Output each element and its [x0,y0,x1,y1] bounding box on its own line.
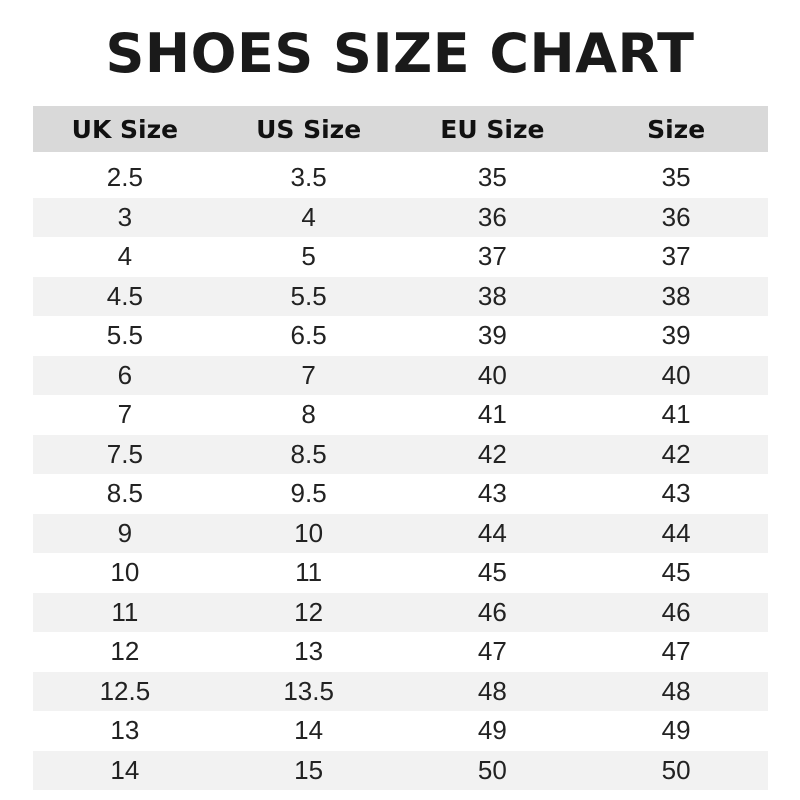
table-cell: 4 [33,237,217,277]
table-cell: 37 [400,237,585,277]
table-cell: 35 [400,152,585,198]
table-cell: 13 [216,632,401,672]
table-cell: 43 [400,474,585,514]
table-cell: 4.5 [33,276,217,316]
table-cell: 11 [216,553,401,593]
table-cell: 38 [400,276,585,316]
table-row: 2.5 3.5 35 35 [33,152,768,198]
table-row: 14 15 50 50 [33,750,768,790]
table-cell: 36 [584,197,768,237]
table-cell: 44 [584,513,768,553]
table-row: 12.5 13.5 48 48 [33,671,768,711]
table-row: 12 13 47 47 [33,632,768,672]
table-cell: 15 [216,750,401,790]
table-cell: 6.5 [216,316,401,356]
table-cell: 3 [33,197,217,237]
column-header-uk: UK Size [33,106,217,152]
table-cell: 12 [216,592,401,632]
table-cell: 8 [216,395,401,435]
table-cell: 48 [584,671,768,711]
column-header-eu: EU Size [400,106,585,152]
table-cell: 9.5 [216,474,401,514]
table-cell: 2.5 [33,152,217,198]
column-header-size: Size [584,106,768,152]
table-cell: 8.5 [216,434,401,474]
table-cell: 13 [33,711,217,751]
table-row: 6 7 40 40 [33,355,768,395]
table-cell: 37 [584,237,768,277]
table-cell: 50 [400,750,585,790]
table-cell: 38 [584,276,768,316]
table-row: 13 14 49 49 [33,711,768,751]
table-cell: 43 [584,474,768,514]
table-cell: 46 [584,592,768,632]
table-row: 3 4 36 36 [33,197,768,237]
table-row: 9 10 44 44 [33,513,768,553]
table-row: 7 8 41 41 [33,395,768,435]
table-cell: 5.5 [216,276,401,316]
table-cell: 6 [33,355,217,395]
column-header-us: US Size [216,106,401,152]
table-cell: 49 [584,711,768,751]
table-cell: 49 [400,711,585,751]
table-cell: 14 [216,711,401,751]
table-cell: 5.5 [33,316,217,356]
table-row: 4 5 37 37 [33,237,768,277]
size-table: UK Size US Size EU Size Size 2.5 3.5 35 35 3… [33,106,768,790]
table-cell: 40 [400,355,585,395]
table-cell: 10 [33,553,217,593]
table-cell: 7 [33,395,217,435]
table-cell: 42 [400,434,585,474]
table-cell: 48 [400,671,585,711]
table-cell: 40 [584,355,768,395]
table-cell: 8.5 [33,474,217,514]
table-cell: 12.5 [33,671,217,711]
table-cell: 10 [216,513,401,553]
table-cell: 35 [584,152,768,198]
table-cell: 3.5 [216,152,401,198]
table-row: 11 12 46 46 [33,592,768,632]
table-cell: 9 [33,513,217,553]
table-cell: 46 [400,592,585,632]
table-cell: 44 [400,513,585,553]
table-row: 10 11 45 45 [33,553,768,593]
table-cell: 5 [216,237,401,277]
table-row: 5.5 6.5 39 39 [33,316,768,356]
table-cell: 36 [400,197,585,237]
table-row: 7.5 8.5 42 42 [33,434,768,474]
table-cell: 7.5 [33,434,217,474]
table-cell: 42 [584,434,768,474]
table-cell: 39 [400,316,585,356]
table-cell: 45 [584,553,768,593]
table-header-row: UK Size US Size EU Size Size [33,106,768,152]
table-cell: 50 [584,750,768,790]
table-cell: 47 [400,632,585,672]
table-cell: 11 [33,592,217,632]
table-cell: 14 [33,750,217,790]
table-cell: 47 [584,632,768,672]
table-cell: 12 [33,632,217,672]
page-title: SHOES SIZE CHART [105,22,695,85]
table-cell: 39 [584,316,768,356]
table-row: 8.5 9.5 43 43 [33,474,768,514]
table-row: 4.5 5.5 38 38 [33,276,768,316]
table-cell: 41 [400,395,585,435]
table-cell: 4 [216,197,401,237]
table-cell: 45 [400,553,585,593]
table-cell: 7 [216,355,401,395]
table-cell: 13.5 [216,671,401,711]
table-cell: 41 [584,395,768,435]
